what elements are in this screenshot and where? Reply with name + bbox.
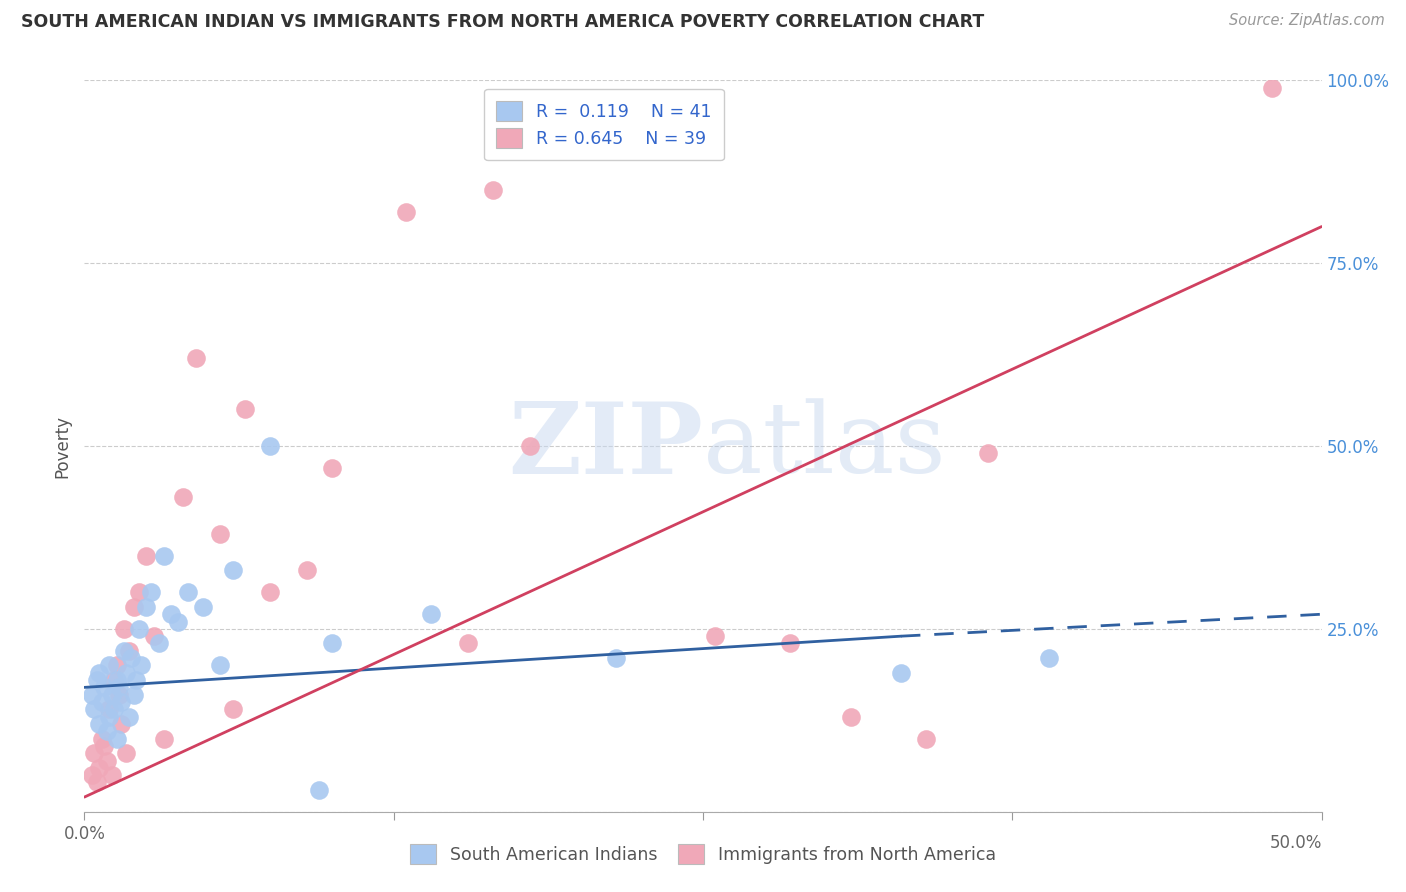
Point	[86, 775, 108, 789]
Text: ZIP: ZIP	[508, 398, 703, 494]
Point	[83, 746, 105, 760]
Point	[115, 746, 138, 760]
Point	[96, 754, 118, 768]
Point	[89, 665, 111, 680]
Point	[110, 695, 132, 709]
Point	[148, 636, 170, 650]
Point	[98, 709, 121, 723]
Point	[125, 673, 148, 687]
Point	[93, 681, 115, 695]
Point	[100, 688, 122, 702]
Point	[96, 724, 118, 739]
Point	[160, 607, 183, 622]
Point	[110, 717, 132, 731]
Point	[914, 731, 936, 746]
Point	[108, 688, 131, 702]
Point	[90, 695, 112, 709]
Point	[100, 768, 122, 782]
Point	[120, 651, 142, 665]
Point	[184, 351, 207, 366]
Point	[141, 585, 163, 599]
Point	[80, 688, 103, 702]
Point	[191, 599, 214, 614]
Point	[118, 709, 141, 723]
Point	[222, 702, 245, 716]
Point	[481, 183, 503, 197]
Point	[112, 622, 135, 636]
Point	[177, 585, 200, 599]
Point	[704, 629, 727, 643]
Point	[209, 658, 232, 673]
Point	[167, 615, 190, 629]
Point	[135, 549, 157, 563]
Point	[103, 702, 125, 716]
Point	[209, 526, 232, 541]
Text: SOUTH AMERICAN INDIAN VS IMMIGRANTS FROM NORTH AMERICA POVERTY CORRELATION CHART: SOUTH AMERICAN INDIAN VS IMMIGRANTS FROM…	[21, 13, 984, 31]
Text: 50.0%: 50.0%	[1270, 834, 1322, 852]
Point	[152, 731, 174, 746]
Point	[115, 665, 138, 680]
Point	[1038, 651, 1060, 665]
Point	[90, 731, 112, 746]
Point	[605, 651, 627, 665]
Text: Source: ZipAtlas.com: Source: ZipAtlas.com	[1229, 13, 1385, 29]
Point	[89, 761, 111, 775]
Text: atlas: atlas	[703, 398, 946, 494]
Point	[457, 636, 479, 650]
Point	[233, 402, 256, 417]
Legend: South American Indians, Immigrants from North America: South American Indians, Immigrants from …	[401, 835, 1005, 872]
Point	[128, 585, 150, 599]
Point	[152, 549, 174, 563]
Point	[112, 644, 135, 658]
Point	[308, 782, 330, 797]
Point	[105, 658, 128, 673]
Point	[118, 644, 141, 658]
Point	[519, 439, 541, 453]
Point	[86, 673, 108, 687]
Point	[295, 563, 318, 577]
Y-axis label: Poverty: Poverty	[53, 415, 72, 477]
Point	[105, 731, 128, 746]
Point	[135, 599, 157, 614]
Point	[105, 673, 128, 687]
Point	[122, 599, 145, 614]
Point	[321, 461, 343, 475]
Point	[259, 439, 281, 453]
Point	[321, 636, 343, 650]
Point	[122, 688, 145, 702]
Point	[976, 446, 998, 460]
Point	[1261, 80, 1284, 95]
Point	[259, 585, 281, 599]
Point	[80, 768, 103, 782]
Point	[222, 563, 245, 577]
Point	[172, 490, 194, 504]
Point	[890, 665, 912, 680]
Point	[103, 673, 125, 687]
Point	[128, 622, 150, 636]
Point	[779, 636, 801, 650]
Point	[129, 658, 152, 673]
Point	[83, 702, 105, 716]
Point	[142, 629, 165, 643]
Point	[419, 607, 441, 622]
Point	[98, 658, 121, 673]
Point	[98, 702, 121, 716]
Point	[89, 717, 111, 731]
Point	[93, 739, 115, 753]
Point	[108, 681, 131, 695]
Point	[841, 709, 863, 723]
Point	[395, 205, 418, 219]
